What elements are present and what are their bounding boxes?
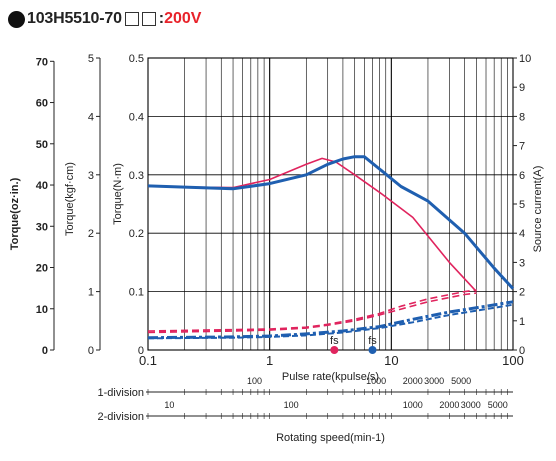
y-tick-label-current: 6 <box>519 170 525 182</box>
series-line-current-3 <box>147 300 514 340</box>
model-number: 103H5510-70 <box>27 10 122 27</box>
y-tick-label-nm: 0.5 <box>129 53 144 65</box>
speed-tick-label: 100 <box>284 400 299 410</box>
y-tick-label-current: 10 <box>519 53 531 65</box>
speed-tick-label: 3000 <box>461 400 481 410</box>
speed-tick-label: 2000 <box>439 400 459 410</box>
y-tick-label-nm: 0.1 <box>129 287 144 299</box>
chart-markers: fs fs <box>330 335 377 354</box>
y-tick-label-nm: 0 <box>138 345 144 357</box>
x-tick-label: 10 <box>384 353 398 368</box>
y-tick-label-ozin: 70 <box>36 56 48 68</box>
series-line-pullout-main <box>147 155 515 290</box>
chart-grid <box>147 57 514 351</box>
y-axis-label-kgfcm: Torque(kgf·cm) <box>64 162 76 236</box>
y-tick-label-nm: 0.3 <box>129 170 144 182</box>
speed-axis-label: 2-division <box>98 411 144 423</box>
series-line-current-2 <box>147 289 477 332</box>
fs-marker-dot <box>330 346 339 354</box>
y-tick-label-current: 4 <box>519 228 525 240</box>
fs-marker-label: fs <box>368 335 377 347</box>
speed-tick-label: 2000 <box>403 376 423 386</box>
speed-tick-label: 5000 <box>488 400 508 410</box>
chart-series <box>147 155 515 340</box>
y-axis-label-ozin: Torque(oz·in.) <box>9 177 21 250</box>
title-separator: : <box>158 10 165 27</box>
y-tick-label-ozin: 60 <box>36 98 48 110</box>
placeholder-box-icon <box>124 12 139 26</box>
speed-tick-label: 100 <box>247 376 262 386</box>
y-tick-label-kgfcm: 2 <box>88 228 94 240</box>
chart-title: 103H5510-70 : 200V <box>8 7 201 31</box>
y-tick-label-ozin: 20 <box>36 263 48 275</box>
placeholder-box-icon <box>141 12 156 26</box>
bullet-icon <box>8 10 25 28</box>
series-line-current-4 <box>147 303 514 340</box>
voltage-label: 200V <box>164 10 202 27</box>
speed-axis-label: 1-division <box>98 387 144 399</box>
speed-tick-label: 5000 <box>451 376 471 386</box>
fs-marker-dot <box>368 346 377 354</box>
y-tick-label-current: 0 <box>519 345 525 357</box>
y-tick-label-current: 7 <box>519 141 525 153</box>
speed-tick-label: 1000 <box>403 400 423 410</box>
y-tick-label-current: 1 <box>519 316 525 328</box>
y-tick-label-current: 9 <box>519 82 525 94</box>
y-axis-label-nm: Torque(N·m) <box>112 163 124 225</box>
y-tick-label-ozin: 10 <box>36 304 48 316</box>
y-tick-label-kgfcm: 1 <box>88 287 94 299</box>
y-tick-label-kgfcm: 4 <box>88 111 94 123</box>
x-tick-label: 1 <box>266 353 273 368</box>
y-tick-label-kgfcm: 3 <box>88 170 94 182</box>
x-axis-label: Pulse rate(kpulse/s) <box>282 371 379 383</box>
x-tick-label: 0.1 <box>139 353 157 368</box>
x-tick-label: 100 <box>502 353 524 368</box>
y-tick-label-kgfcm: 0 <box>88 345 94 357</box>
y-tick-label-current: 2 <box>519 287 525 299</box>
y-tick-label-kgfcm: 5 <box>88 53 94 65</box>
y-tick-label-ozin: 30 <box>36 221 48 233</box>
y-tick-label-current: 3 <box>519 257 525 269</box>
y-tick-label-nm: 0.4 <box>129 111 144 123</box>
speed-tick-label: 10 <box>164 400 174 410</box>
speed-tick-label: 3000 <box>424 376 444 386</box>
speed-axis-title: Rotating speed(min-1) <box>276 432 385 444</box>
y-tick-label-ozin: 0 <box>42 345 48 357</box>
series-line-pullout-200v <box>147 157 477 293</box>
plot-frame <box>147 57 514 351</box>
y-tick-label-current: 8 <box>519 111 525 123</box>
y-tick-label-ozin: 50 <box>36 139 48 151</box>
series-line-current-1 <box>147 292 477 334</box>
y-axis-label-current: Source current(A) <box>532 166 544 253</box>
y-tick-label-ozin: 40 <box>36 180 48 192</box>
fs-marker-label: fs <box>330 335 339 347</box>
y-tick-label-current: 5 <box>519 199 525 211</box>
speed-tick-label: 1000 <box>366 376 386 386</box>
y-tick-label-nm: 0.2 <box>129 228 144 240</box>
